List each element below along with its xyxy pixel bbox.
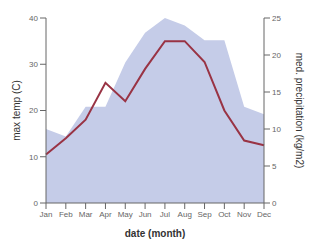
svg-text:0: 0: [34, 199, 39, 208]
svg-text:Feb: Feb: [59, 210, 73, 219]
svg-text:5: 5: [272, 162, 277, 171]
svg-text:Oct: Oct: [218, 210, 231, 219]
svg-text:15: 15: [272, 88, 281, 97]
svg-text:Sep: Sep: [197, 210, 212, 219]
svg-text:max temp (C): max temp (C): [11, 80, 22, 141]
svg-text:Dec: Dec: [257, 210, 271, 219]
svg-text:Jul: Jul: [160, 210, 170, 219]
svg-text:Aug: Aug: [178, 210, 192, 219]
svg-text:40: 40: [29, 14, 38, 23]
svg-text:Jun: Jun: [139, 210, 152, 219]
svg-text:Apr: Apr: [99, 210, 112, 219]
svg-text:0: 0: [272, 199, 277, 208]
svg-text:20: 20: [272, 51, 281, 60]
svg-text:Jan: Jan: [40, 210, 53, 219]
svg-text:10: 10: [29, 153, 38, 162]
svg-text:Nov: Nov: [237, 210, 251, 219]
svg-text:May: May: [118, 210, 133, 219]
svg-text:Mar: Mar: [79, 210, 93, 219]
svg-text:30: 30: [29, 60, 38, 69]
svg-text:date (month): date (month): [125, 228, 186, 239]
svg-text:20: 20: [29, 106, 38, 115]
svg-text:med. precipitation (kg/m2): med. precipitation (kg/m2): [294, 53, 305, 169]
svg-text:25: 25: [272, 14, 281, 23]
svg-text:10: 10: [272, 125, 281, 134]
